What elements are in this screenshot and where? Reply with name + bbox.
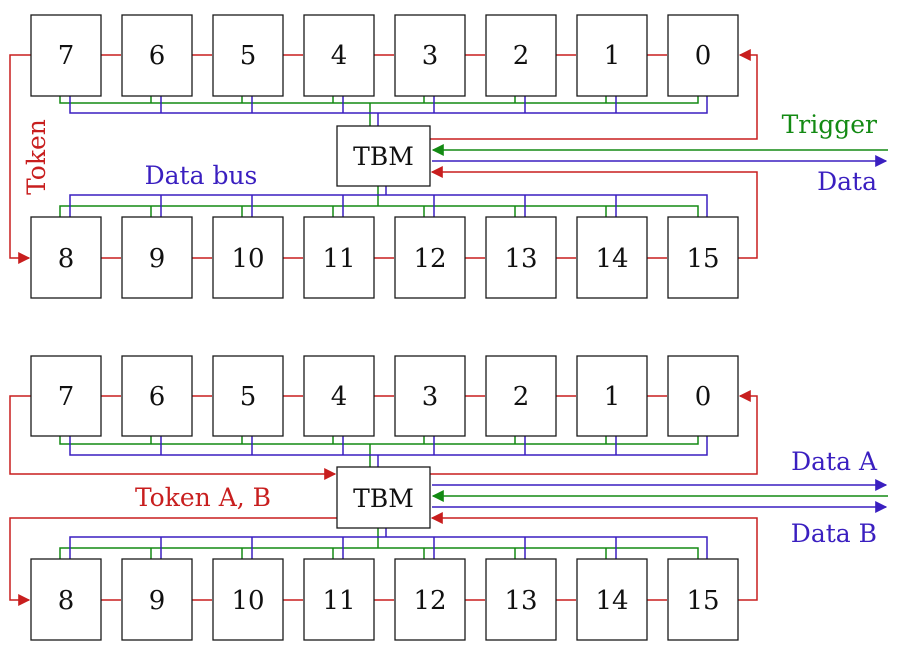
- chip-10: 10: [212, 216, 284, 299]
- chip-label: 5: [240, 382, 257, 412]
- chip-7: 7: [30, 14, 102, 97]
- top-diagram: 7 6 5 4 3 2 1 0 8 9 10 11 12 13 14 15 TB…: [9, 14, 888, 299]
- chip-8: 8: [30, 216, 102, 299]
- chip-label: 3: [422, 382, 439, 412]
- chip-label: 1: [604, 382, 621, 412]
- token-label: Token: [22, 119, 51, 195]
- data-b-label: Data B: [791, 519, 877, 548]
- data-a-label: Data A: [791, 447, 878, 476]
- chip-3: 3: [394, 355, 466, 437]
- chip-label: 3: [422, 41, 439, 71]
- data-bus-label: Data bus: [145, 161, 258, 190]
- token-ab-label: Token A, B: [135, 483, 271, 512]
- chip-label: 14: [595, 244, 628, 274]
- chip-label: 15: [686, 586, 719, 616]
- chip-10: 10: [212, 558, 284, 641]
- data-bus-bottom: [69, 436, 888, 559]
- chip-13: 13: [485, 558, 557, 641]
- chip-row-bottom-b: 8 9 10 11 12 13 14 15: [30, 558, 739, 641]
- chip-label: 13: [504, 244, 537, 274]
- chip-label: 9: [149, 244, 166, 274]
- chip-11: 11: [303, 558, 375, 641]
- chip-2: 2: [485, 14, 557, 97]
- chip-label: 12: [413, 586, 446, 616]
- chip-14: 14: [576, 558, 648, 641]
- chip-15: 15: [667, 216, 739, 299]
- chip-3: 3: [394, 14, 466, 97]
- chip-0: 0: [667, 14, 739, 97]
- chip-6: 6: [121, 14, 193, 97]
- trigger-label: Trigger: [782, 110, 877, 139]
- chip-label: 7: [58, 382, 75, 412]
- chip-8: 8: [30, 558, 102, 641]
- chip-label: 14: [595, 586, 628, 616]
- chip-15: 15: [667, 558, 739, 641]
- chip-0: 0: [667, 355, 739, 437]
- chip-label: 15: [686, 244, 719, 274]
- chip-1: 1: [576, 355, 648, 437]
- chip-6: 6: [121, 355, 193, 437]
- bottom-diagram: 7 6 5 4 3 2 1 0 8 9 10 11 12 13 14 15 TB…: [9, 355, 888, 641]
- chip-label: 10: [231, 244, 264, 274]
- chip-label: 11: [322, 586, 355, 616]
- chip-row-top-b: 7 6 5 4 3 2 1 0: [30, 355, 739, 437]
- chip-5: 5: [212, 355, 284, 437]
- chip-label: 0: [695, 41, 712, 71]
- chip-11: 11: [303, 216, 375, 299]
- chip-label: 5: [240, 41, 257, 71]
- chip-label: 11: [322, 244, 355, 274]
- trigger-bus-top: [59, 96, 888, 217]
- chip-label: 1: [604, 41, 621, 71]
- chip-4: 4: [303, 355, 375, 437]
- chip-label: 13: [504, 586, 537, 616]
- chip-13: 13: [485, 216, 557, 299]
- token-chain-bottom: [9, 390, 758, 606]
- chip-row-top: 7 6 5 4 3 2 1 0: [30, 14, 739, 97]
- chip-label: 6: [149, 41, 166, 71]
- data-bus-top: [69, 96, 888, 217]
- chip-label: 4: [331, 41, 348, 71]
- chip-1: 1: [576, 14, 648, 97]
- chip-12: 12: [394, 216, 466, 299]
- chip-9: 9: [121, 216, 193, 299]
- token-chain-top: [9, 49, 758, 264]
- chip-label: 10: [231, 586, 264, 616]
- chip-2: 2: [485, 355, 557, 437]
- chip-label: 4: [331, 382, 348, 412]
- tbm-block: TBM: [336, 125, 431, 187]
- chip-7: 7: [30, 355, 102, 437]
- chip-label: 6: [149, 382, 166, 412]
- tbm-label: TBM: [353, 484, 414, 513]
- chip-label: 7: [58, 41, 75, 71]
- trigger-bus-bottom: [59, 436, 888, 559]
- chip-5: 5: [212, 14, 284, 97]
- chip-9: 9: [121, 558, 193, 641]
- chip-label: 12: [413, 244, 446, 274]
- tbm-block: TBM: [336, 466, 431, 529]
- chip-14: 14: [576, 216, 648, 299]
- chip-label: 8: [58, 244, 75, 274]
- chip-12: 12: [394, 558, 466, 641]
- chip-label: 8: [58, 586, 75, 616]
- chip-4: 4: [303, 14, 375, 97]
- tbm-label: TBM: [353, 142, 414, 171]
- chip-label: 0: [695, 382, 712, 412]
- chip-label: 9: [149, 586, 166, 616]
- data-label: Data: [817, 167, 877, 196]
- chip-label: 2: [513, 41, 530, 71]
- chip-row-bottom: 8 9 10 11 12 13 14 15: [30, 216, 739, 299]
- chip-label: 2: [513, 382, 530, 412]
